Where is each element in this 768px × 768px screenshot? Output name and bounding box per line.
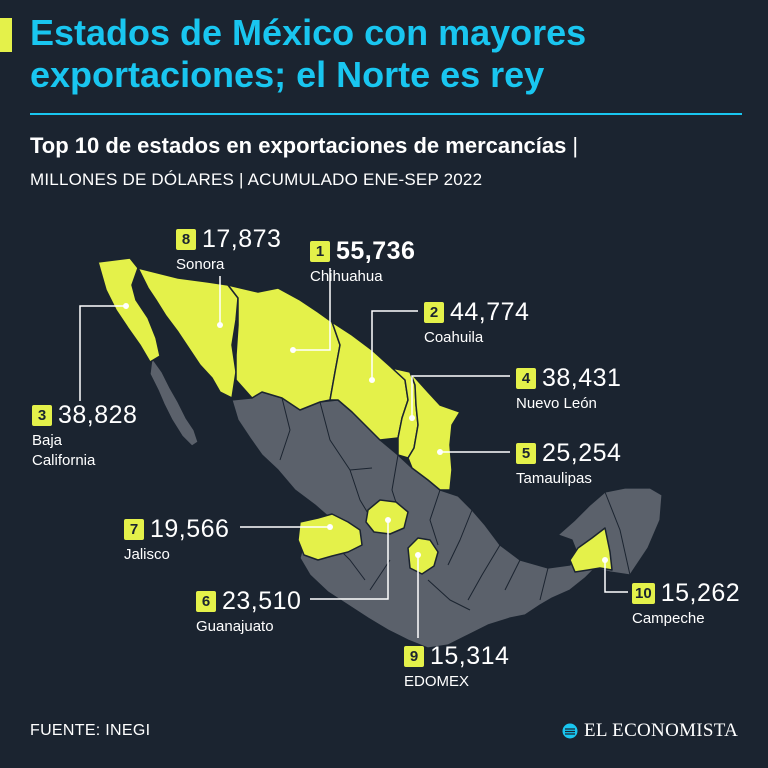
rank-badge: 5	[516, 442, 536, 464]
page-title: Estados de México con mayores exportacio…	[30, 12, 587, 95]
map-state-jalisco	[297, 513, 363, 561]
rank-badge: 2	[424, 301, 444, 323]
chart-subtitle: Top 10 de estados en exportaciones de me…	[30, 133, 578, 159]
state-name: Campeche	[632, 610, 705, 627]
rank-badge: 3	[32, 404, 52, 426]
state-name: Chihuahua	[310, 268, 383, 285]
leader-line-guanajuato	[310, 520, 389, 600]
leader-dot-tamaulipas	[437, 449, 443, 455]
map-state-edomex	[407, 537, 439, 575]
map-state-guanajuato	[365, 499, 409, 535]
map-inner-borders	[279, 397, 631, 611]
rank-badge: 9	[404, 645, 424, 667]
map-state-tamaulipas	[407, 371, 461, 491]
label-nuevo-leon: 4 38,431 Nuevo León	[516, 364, 621, 414]
leader-line-baja-california	[79, 305, 126, 401]
state-name: Coahuila	[424, 329, 484, 346]
export-value: 15,314	[430, 642, 510, 670]
map-state-sonora	[137, 267, 239, 399]
rank-badge: 4	[516, 367, 536, 389]
label-edomex: 9 15,314 EDOMEX	[404, 642, 509, 692]
label-campeche: 10 15,262 Campeche	[632, 579, 740, 629]
source-note: FUENTE: INEGI	[30, 722, 151, 739]
label-guanajuato: 6 23,510 Guanajuato	[196, 587, 301, 637]
map-mainland-rest	[231, 391, 663, 649]
export-value: 25,254	[542, 439, 622, 467]
rank-badge: 10	[632, 582, 655, 604]
label-jalisco: 7 19,566 Jalisco	[124, 515, 229, 565]
title-accent-bar	[0, 18, 12, 52]
leader-line-chihuahua	[293, 268, 331, 351]
state-name-line-2: California	[32, 452, 96, 469]
leader-line-campeche	[604, 560, 628, 593]
state-name: Nuevo León	[516, 395, 597, 412]
export-value: 55,736	[336, 237, 416, 265]
rank-badge: 6	[196, 590, 216, 612]
map-state-coahuila	[329, 321, 409, 441]
leader-dot-nuevo-leon	[409, 415, 415, 421]
export-value: 44,774	[450, 298, 530, 326]
brand-logo: EL ECONOMISTA	[562, 720, 738, 742]
state-name: Guanajuato	[196, 618, 274, 635]
el-economista-logo-icon	[562, 723, 578, 739]
export-value: 15,262	[660, 579, 741, 607]
state-name: Tamaulipas	[516, 470, 592, 487]
state-name: Sonora	[176, 256, 225, 273]
label-coahuila: 2 44,774 Coahuila	[424, 298, 529, 348]
leader-dot-baja-california	[123, 303, 129, 309]
leader-dot-chihuahua	[290, 347, 296, 353]
units-subtitle: MILLONES DE DÓLARES | ACUMULADO ENE-SEP …	[30, 170, 483, 189]
map-state-baja-california	[97, 257, 161, 363]
leader-dot-edomex	[415, 552, 421, 558]
leader-dot-sonora	[217, 322, 223, 328]
leader-line-coahuila	[371, 310, 418, 380]
leader-dot-coahuila	[369, 377, 375, 383]
title-divider	[30, 113, 742, 115]
label-sonora: 8 17,873 Sonora	[176, 225, 281, 275]
subtitle-separator: |	[572, 133, 579, 158]
map-state-chihuahua	[227, 284, 341, 411]
map-state-campeche	[569, 527, 613, 573]
rank-badge: 7	[124, 518, 144, 540]
export-value: 38,431	[542, 364, 622, 392]
leader-dot-campeche	[602, 557, 608, 563]
leader-dot-guanajuato	[385, 517, 391, 523]
export-value: 17,873	[202, 225, 282, 253]
rank-badge: 8	[176, 228, 196, 250]
state-name: Jalisco	[124, 546, 170, 563]
export-value: 23,510	[222, 587, 302, 615]
state-name-line-1: Baja	[32, 432, 63, 449]
state-name: EDOMEX	[404, 673, 470, 690]
map-baja-california-sur	[149, 357, 199, 447]
export-value: 19,566	[150, 515, 230, 543]
label-baja-california: 3 38,828 Baja California	[32, 401, 137, 471]
export-value: 38,828	[58, 401, 138, 429]
rank-badge: 1	[310, 240, 330, 262]
label-tamaulipas: 5 25,254 Tamaulipas	[516, 439, 621, 489]
leader-dot-jalisco	[327, 524, 333, 530]
brand-name: EL ECONOMISTA	[584, 720, 739, 741]
label-chihuahua: 1 55,736 Chihuahua	[310, 237, 415, 287]
subtitle-text: Top 10 de estados en exportaciones de me…	[30, 133, 567, 158]
leader-line-nuevo-leon	[411, 375, 510, 418]
